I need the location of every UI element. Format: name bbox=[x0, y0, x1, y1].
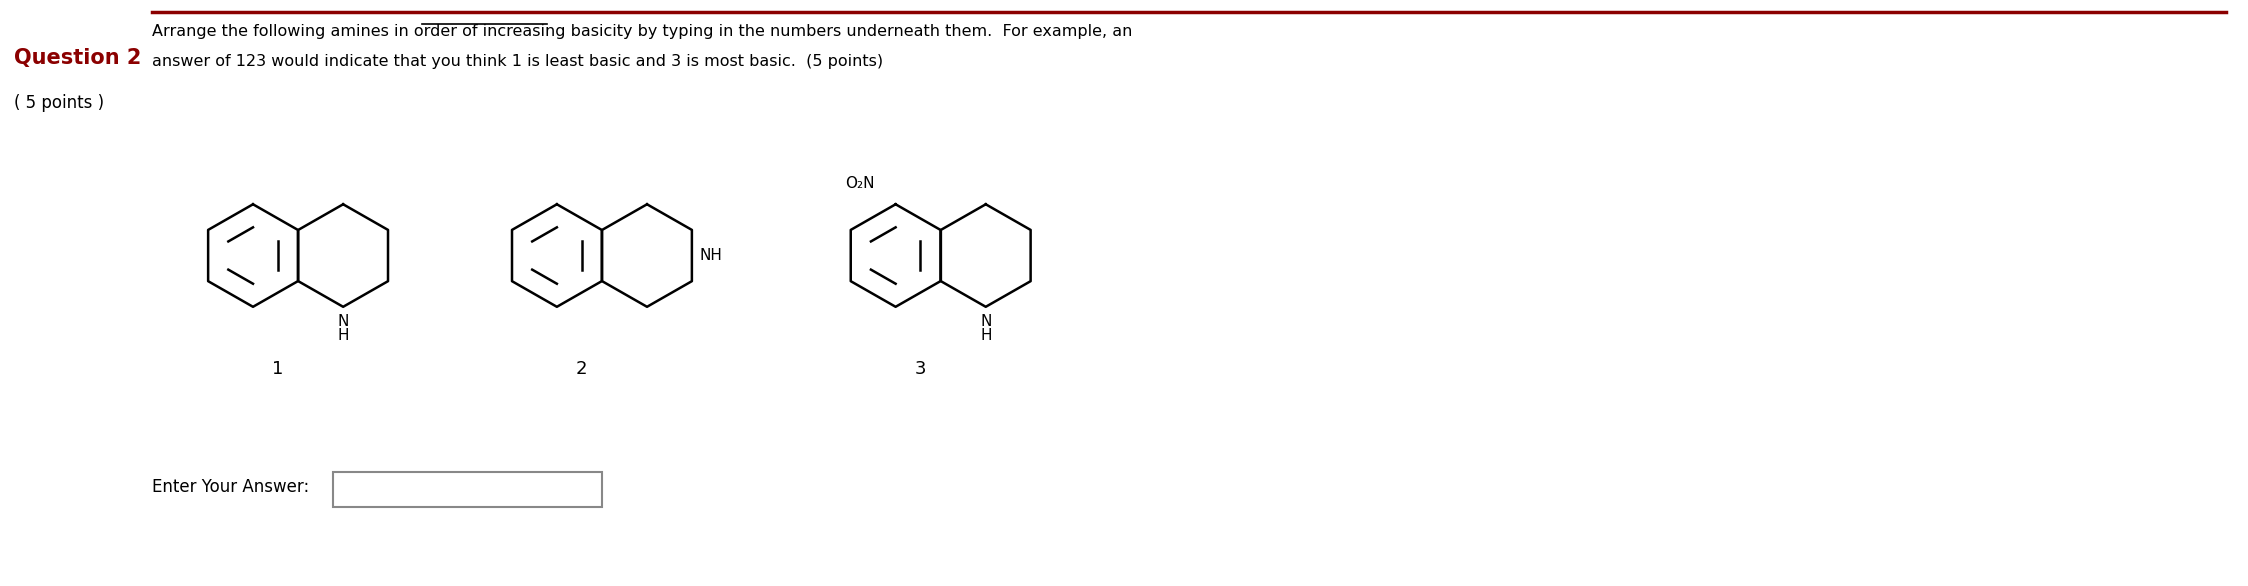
Text: Question 2: Question 2 bbox=[13, 49, 142, 69]
Text: 3: 3 bbox=[915, 360, 926, 378]
Text: H: H bbox=[337, 328, 348, 343]
Text: H: H bbox=[980, 328, 991, 343]
Text: Enter Your Answer:: Enter Your Answer: bbox=[151, 478, 308, 496]
Text: 2: 2 bbox=[575, 360, 587, 378]
Text: NH: NH bbox=[699, 248, 722, 263]
Text: answer of 123 would indicate that you think 1 is least basic and 3 is most basic: answer of 123 would indicate that you th… bbox=[151, 54, 883, 69]
Text: N: N bbox=[337, 315, 348, 329]
Text: O₂N: O₂N bbox=[845, 176, 874, 192]
Text: 1: 1 bbox=[272, 360, 283, 378]
Text: ( 5 points ): ( 5 points ) bbox=[13, 94, 103, 112]
Bar bbox=[333, 472, 602, 507]
Text: Arrange the following amines in order of increasing basicity by typing in the nu: Arrange the following amines in order of… bbox=[151, 24, 1133, 39]
Text: N: N bbox=[980, 315, 991, 329]
